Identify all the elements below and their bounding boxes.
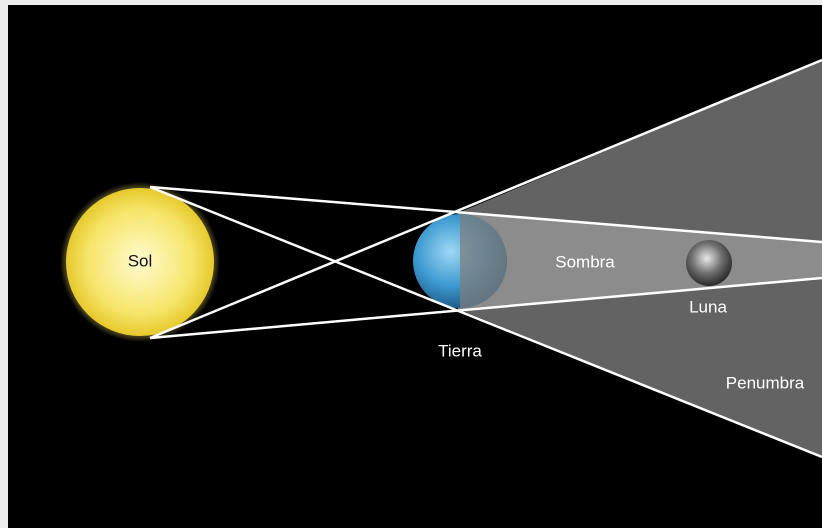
moon-label: Luna [689, 297, 727, 316]
page: Sol Tierra Sombra Luna Penumbra (() => {… [0, 0, 822, 528]
umbra-label: Sombra [555, 252, 615, 271]
penumbra-label: Penumbra [726, 373, 805, 392]
eclipse-diagram: Sol Tierra Sombra Luna Penumbra [0, 0, 822, 528]
moon [686, 240, 732, 286]
sun-label: Sol [128, 251, 153, 270]
earth-label: Tierra [438, 341, 482, 360]
